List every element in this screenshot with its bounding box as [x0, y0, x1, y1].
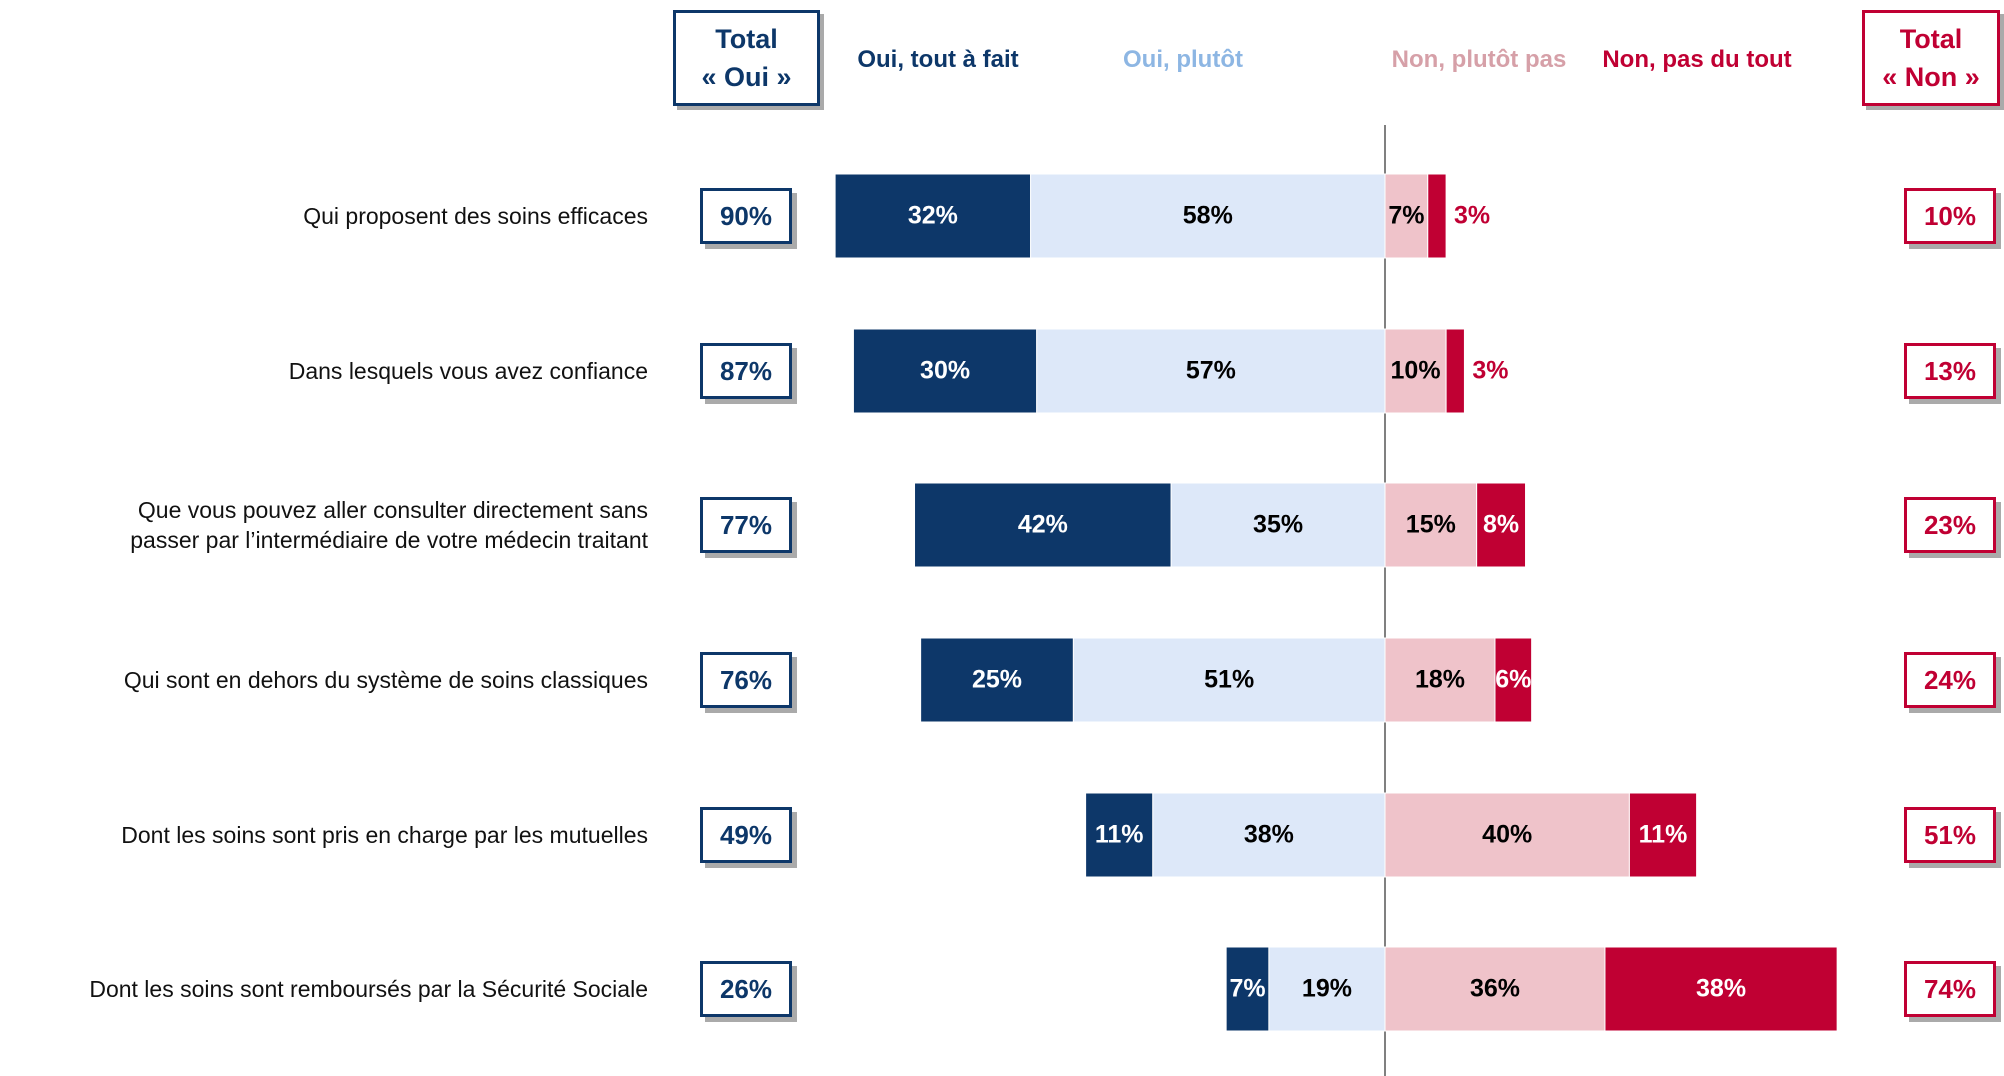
bar-segment [1152, 792, 1386, 878]
value-label: 25% [972, 666, 1022, 694]
value-label: 18% [1415, 666, 1465, 694]
value-label: 3% [1454, 202, 1490, 230]
bar-segment [1476, 482, 1527, 568]
value-label: 11% [1639, 821, 1688, 849]
value-label: 38% [1696, 975, 1746, 1003]
bar-segment [834, 173, 1032, 259]
bar-segment [1445, 328, 1465, 414]
total-value: 74% [1904, 961, 1996, 1017]
bar-segment [1170, 482, 1386, 568]
bar-segment [1384, 946, 1606, 1032]
bar-segment [1494, 637, 1533, 723]
value-label: 19% [1302, 975, 1352, 1003]
total-value: 87% [700, 343, 792, 399]
legend-label: Oui, tout à fait [857, 46, 1019, 73]
total-value: 51% [1904, 807, 1996, 863]
bar-segment [1427, 173, 1447, 259]
value-label: 15% [1406, 511, 1456, 539]
total-value: 90% [700, 188, 792, 244]
category-label: Dans lesquels vous avez confiance [288, 358, 648, 384]
bar-segment [1036, 328, 1386, 414]
bar-segment [1384, 482, 1478, 568]
total-value: 77% [700, 497, 792, 553]
legend-label: Non, plutôt pas [1391, 46, 1567, 73]
category-label: Qui proposent des soins efficaces [303, 203, 648, 229]
bar-segment [1384, 328, 1447, 414]
value-label: 7% [1388, 202, 1424, 230]
total-header: Total « Non » [1862, 10, 2000, 106]
value-label: 11% [1095, 821, 1144, 849]
total-value: 76% [700, 652, 792, 708]
category-label: Dont les soins sont pris en charge par l… [121, 822, 648, 848]
bar-segment [1085, 792, 1154, 878]
category-label: Qui sont en dehors du système de soins c… [123, 667, 648, 693]
bar-segment [1604, 946, 1838, 1032]
total-value: 10% [1904, 188, 1996, 244]
total-value: 24% [1904, 652, 1996, 708]
category-label: Dont les soins sont remboursés par la Sé… [89, 976, 648, 1002]
total-value: 49% [700, 807, 792, 863]
bar-segment [1384, 792, 1630, 878]
value-label: 8% [1483, 511, 1519, 539]
bar-segment [1072, 637, 1386, 723]
bar-segment [852, 328, 1038, 414]
value-label: 30% [920, 357, 970, 385]
value-label: 35% [1253, 511, 1303, 539]
value-label: 57% [1186, 357, 1236, 385]
bar-segment [914, 482, 1172, 568]
bar-segment [920, 637, 1074, 723]
value-label: 38% [1244, 821, 1294, 849]
legend-label: Oui, plutôt [1123, 46, 1243, 73]
value-label: 7% [1229, 975, 1265, 1003]
category-label: Que vous pouvez aller consulter directem… [130, 497, 648, 553]
bar-segment [1030, 173, 1386, 259]
value-label: 3% [1472, 357, 1508, 385]
total-value: 26% [700, 961, 792, 1017]
value-label: 36% [1470, 975, 1520, 1003]
bar-segment [1225, 946, 1270, 1032]
value-label: 58% [1183, 202, 1233, 230]
value-label: 32% [908, 202, 958, 230]
legend-label: Non, pas du tout [1602, 46, 1792, 73]
bar-segment [1384, 637, 1496, 723]
value-label: 42% [1018, 511, 1068, 539]
total-value: 23% [1904, 497, 1996, 553]
bar-segment [1268, 946, 1386, 1032]
value-label: 10% [1391, 357, 1441, 385]
total-value: 13% [1904, 343, 1996, 399]
value-label: 40% [1482, 821, 1532, 849]
total-header: Total « Oui » [673, 10, 820, 106]
bar-segment [1384, 173, 1429, 259]
value-label: 6% [1495, 666, 1531, 694]
value-label: 51% [1204, 666, 1254, 694]
bar-segment [1628, 792, 1698, 878]
